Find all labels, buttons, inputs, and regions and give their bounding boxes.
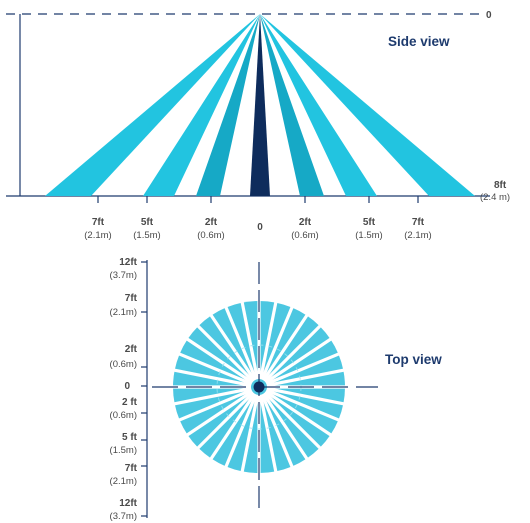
beam-divider — [239, 394, 260, 476]
beam-divider — [175, 351, 253, 386]
beam-divider — [262, 392, 311, 463]
beam-divider — [223, 393, 258, 471]
beam-divider — [239, 298, 260, 380]
floor-label-metric: (1.5m) — [133, 230, 160, 241]
side-beam-left-mid — [143, 14, 260, 196]
beam-divider — [175, 388, 253, 423]
scale-label-metric: (2.1m) — [110, 476, 137, 487]
scale-label: 12ft — [119, 257, 137, 268]
scale-label-metric: (0.6m) — [110, 359, 137, 370]
beam-divider — [223, 303, 258, 381]
floor-label-metric: (0.6m) — [291, 230, 318, 241]
scale-label-metric: (1.5m) — [110, 445, 137, 456]
floor-label: 7ft — [92, 217, 105, 228]
scale-label: 7ft — [125, 463, 138, 474]
sensor-center — [253, 381, 265, 393]
beam-divider — [265, 388, 343, 423]
scale-label-metric: (3.7m) — [110, 511, 137, 522]
height-label-metric: (2.4 m) — [480, 192, 510, 203]
beam-divider — [263, 322, 324, 383]
beam-divider — [194, 322, 255, 383]
side-beam-right-outer — [260, 14, 475, 196]
beam-divider — [266, 367, 348, 388]
side-beam-right-inner — [260, 14, 324, 196]
beam-divider — [260, 303, 295, 381]
floor-label: 2ft — [205, 217, 218, 228]
floor-label-metric: (1.5m) — [355, 230, 382, 241]
side-beam-center — [250, 14, 270, 196]
scale-label-metric: (2.1m) — [110, 307, 137, 318]
beam-divider — [170, 386, 252, 407]
beam-divider — [183, 335, 254, 384]
beam-divider — [183, 390, 254, 439]
top-view-title: Top view — [385, 352, 442, 367]
scale-label-metric: (0.6m) — [110, 410, 137, 421]
floor-label-metric: (0.6m) — [197, 230, 224, 241]
beam-divider — [265, 351, 343, 386]
height-label: 8ft — [494, 180, 507, 191]
scale-label: 2 ft — [122, 397, 138, 408]
beam-divider — [266, 386, 348, 407]
beam-divider — [263, 391, 324, 452]
floor-label: 5ft — [141, 217, 154, 228]
floor-label: 7ft — [412, 217, 425, 228]
floor-label-metric: (2.1m) — [404, 230, 431, 241]
beam-divider — [207, 392, 256, 463]
side-beam-left-inner — [196, 14, 260, 196]
beam-divider — [258, 394, 279, 476]
beam-divider — [258, 298, 279, 380]
floor-label: 0 — [257, 222, 263, 233]
scale-label: 12ft — [119, 498, 137, 509]
floor-label: 2ft — [299, 217, 312, 228]
side-view-title: Side view — [388, 34, 450, 49]
beam-divider — [264, 335, 335, 384]
beam-divider — [260, 393, 295, 471]
scale-label: 0 — [124, 381, 130, 392]
beam-divider — [194, 391, 255, 452]
beam-divider — [170, 367, 252, 388]
floor-label-metric: (2.1m) — [84, 230, 111, 241]
scale-label: 5 ft — [122, 432, 138, 443]
scale-label: 2ft — [125, 344, 138, 355]
beam-divider — [262, 311, 311, 382]
scale-label-metric: (3.7m) — [110, 270, 137, 281]
side-beam-right-mid — [260, 14, 377, 196]
top-view: 12ft (3.7m) 7ft (2.1m) 2ft (0.6m) 0 2 ft… — [110, 257, 443, 522]
scale-label: 7ft — [125, 293, 138, 304]
side-beam-left-outer — [45, 14, 260, 196]
beam-divider — [264, 390, 335, 439]
floor-label: 5ft — [363, 217, 376, 228]
top-marker-label: 0 — [486, 10, 492, 21]
beam-divider — [207, 311, 256, 382]
side-view: 0 Side view 8ft (2.4 m) 7ft (2.1m) 5ft (… — [6, 10, 510, 241]
